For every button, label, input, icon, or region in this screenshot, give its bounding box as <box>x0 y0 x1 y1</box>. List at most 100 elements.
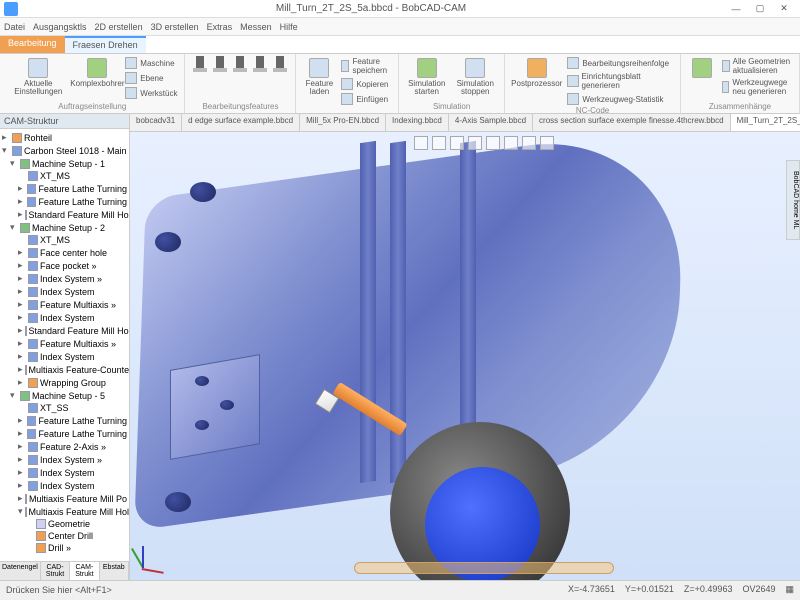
btn-einrichtung[interactable]: Einrichtungsblatt generieren <box>566 71 674 91</box>
tool-1[interactable] <box>191 56 209 80</box>
tab-ebstab[interactable]: Ebstab <box>100 562 129 580</box>
tool-4[interactable] <box>251 56 269 80</box>
tree-item[interactable]: Center Drill <box>2 530 127 542</box>
tree-item[interactable]: XT_MS <box>2 170 127 182</box>
maximize-button[interactable]: ▢ <box>748 3 772 14</box>
tree-item[interactable]: XT_SS <box>2 402 127 414</box>
timeline-scrubber[interactable] <box>354 562 614 574</box>
menu-3d[interactable]: 3D erstellen <box>151 22 199 32</box>
vp-btn-5[interactable] <box>486 136 500 150</box>
group-label: Zusammenhänge <box>687 102 793 111</box>
doc-tab[interactable]: Mill_Turn_2T_2S_5a.bbcd <box>731 114 800 131</box>
left-panel: CAM-Struktur ▸Rohteil▾Carbon Steel 1018 … <box>0 114 130 580</box>
btn-feature-speichern[interactable]: Feature speichern <box>340 56 392 76</box>
btn-statistik[interactable]: Werkzeugweg-Statistik <box>566 92 674 106</box>
tree-item[interactable]: ▸Rohteil <box>2 131 127 144</box>
tree-item[interactable]: ▸Multiaxis Feature-Counte <box>2 363 127 376</box>
btn-reihenfolge[interactable]: Bearbeitungsreihenfolge <box>566 56 674 70</box>
tree-item[interactable]: ▸Index System » <box>2 272 127 285</box>
app-icon <box>4 2 18 16</box>
tab-cad[interactable]: CAD-Strukt <box>41 562 70 580</box>
tree-item[interactable]: ▾Carbon Steel 1018 - Main <box>2 144 127 157</box>
viewport-3d[interactable]: ✔ ✕ <box>130 132 800 580</box>
doc-tab[interactable]: 4-Axis Sample.bbcd <box>449 114 533 131</box>
tree-item[interactable]: ▸Index System <box>2 350 127 363</box>
tree-item[interactable]: Geometrie <box>2 518 127 530</box>
tab-cam[interactable]: CAM-Strukt <box>70 562 99 580</box>
btn-kopieren[interactable]: Kopieren <box>340 77 392 91</box>
tree-item[interactable]: ▸Index System <box>2 466 127 479</box>
tree-item[interactable]: ▸Multiaxis Feature Mill Po <box>2 492 127 505</box>
btn-zusammen[interactable] <box>687 56 717 80</box>
ribbon-tab-fraesen[interactable]: Fraesen Drehen <box>65 36 146 53</box>
cam-tree[interactable]: ▸Rohteil▾Carbon Steel 1018 - Main▾Machin… <box>0 129 129 561</box>
menu-ausgang[interactable]: Ausgangsktls <box>33 22 87 32</box>
btn-ebene[interactable]: Ebene <box>124 71 178 85</box>
tree-item[interactable]: ▸Index System <box>2 311 127 324</box>
btn-maschine[interactable]: Maschine <box>124 56 178 70</box>
vp-btn-7[interactable] <box>522 136 536 150</box>
btn-einstellungen[interactable]: Aktuelle Einstellungen <box>6 56 71 98</box>
btn-sim-start[interactable]: Simulation starten <box>405 56 448 98</box>
coord-z: Z=+0.49963 <box>684 584 733 595</box>
grid-icon[interactable]: ▦ <box>785 584 794 595</box>
btn-sim-stop[interactable]: Simulation stoppen <box>452 56 498 98</box>
doc-tab[interactable]: d edge surface example.bbcd <box>182 114 300 131</box>
tool-3[interactable] <box>231 56 249 80</box>
doc-tab[interactable]: Mill_5x Pro-EN.bbcd <box>300 114 386 131</box>
menu-extras[interactable]: Extras <box>207 22 233 32</box>
btn-einfuegen[interactable]: Einfügen <box>340 92 392 106</box>
menu-datei[interactable]: Datei <box>4 22 25 32</box>
btn-postprozessor[interactable]: Postprozessor <box>511 56 562 90</box>
tree-item[interactable]: ▸Face center hole <box>2 246 127 259</box>
ribbon: Aktuelle Einstellungen Komplexbohrer Mas… <box>0 54 800 114</box>
tree-item[interactable]: ▾Multiaxis Feature Mill Hole <box>2 505 127 518</box>
side-tab-bobcad[interactable]: BobCAD home ML <box>786 160 800 240</box>
menu-hilfe[interactable]: Hilfe <box>280 22 298 32</box>
vp-btn-2[interactable] <box>432 136 446 150</box>
vp-btn-3[interactable] <box>450 136 464 150</box>
tree-item[interactable]: ▸Standard Feature Mill Ho <box>2 208 127 221</box>
tree-item[interactable]: ▾Machine Setup - 2 <box>2 221 127 234</box>
menu-2d[interactable]: 2D erstellen <box>95 22 143 32</box>
tree-item[interactable]: Drill » <box>2 542 127 554</box>
tree-item[interactable]: ▸Face pocket » <box>2 259 127 272</box>
tree-item[interactable]: ▸Feature Lathe Turning <box>2 427 127 440</box>
btn-feature-laden[interactable]: Feature laden <box>302 56 336 98</box>
close-button[interactable]: ✕ <box>772 3 796 14</box>
doc-tab[interactable]: bobcadv31 <box>130 114 182 131</box>
tree-item[interactable]: ▸Index System » <box>2 453 127 466</box>
tree-item[interactable]: XT_MS <box>2 234 127 246</box>
ribbon-tab-bearbeitung[interactable]: Bearbeitung <box>0 36 65 53</box>
tool-2[interactable] <box>211 56 229 80</box>
btn-geo-update[interactable]: Alle Geometrien aktualisieren <box>721 56 793 76</box>
status-bar: Drücken Sie hier <Alt+F1> X=-4.73651 Y=+… <box>0 580 800 598</box>
vp-btn-6[interactable] <box>504 136 518 150</box>
tree-item[interactable]: ▸Feature Multiaxis » <box>2 337 127 350</box>
btn-wege-regen[interactable]: Werkzeugwege neu generieren <box>721 77 793 97</box>
doc-tab[interactable]: cross section surface exemple finesse.4t… <box>533 114 731 131</box>
minimize-button[interactable]: — <box>724 4 748 14</box>
tree-item[interactable]: ▸Wrapping Group <box>2 376 127 389</box>
tree-item[interactable]: ▸Index System <box>2 285 127 298</box>
menu-messen[interactable]: Messen <box>240 22 272 32</box>
viewport-toolbar <box>414 136 554 150</box>
tree-item[interactable]: ▸Feature Lathe Turning <box>2 182 127 195</box>
vp-btn-1[interactable] <box>414 136 428 150</box>
btn-komplexbohrer[interactable]: Komplexbohrer <box>75 56 121 90</box>
vp-btn-8[interactable] <box>540 136 554 150</box>
tree-item[interactable]: ▾Machine Setup - 5 <box>2 389 127 402</box>
tool-5[interactable] <box>271 56 289 80</box>
menu-bar: Datei Ausgangsktls 2D erstellen 3D erste… <box>0 18 800 36</box>
tree-item[interactable]: ▸Feature Lathe Turning <box>2 195 127 208</box>
tree-item[interactable]: ▸Feature 2-Axis » <box>2 440 127 453</box>
tab-datenengel[interactable]: Datenengel <box>0 562 41 580</box>
tree-item[interactable]: ▸Feature Lathe Turning <box>2 414 127 427</box>
tree-item[interactable]: ▸Index System <box>2 479 127 492</box>
tree-item[interactable]: ▸Feature Multiaxis » <box>2 298 127 311</box>
vp-btn-4[interactable] <box>468 136 482 150</box>
tree-item[interactable]: ▾Machine Setup - 1 <box>2 157 127 170</box>
doc-tab[interactable]: Indexing.bbcd <box>386 114 449 131</box>
btn-werkstueck[interactable]: Werkstück <box>124 86 178 100</box>
tree-item[interactable]: ▸Standard Feature Mill Ho <box>2 324 127 337</box>
